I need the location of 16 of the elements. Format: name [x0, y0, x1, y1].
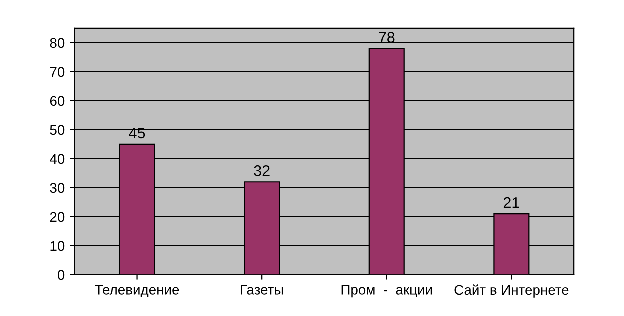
data-label: 21: [504, 197, 520, 208]
y-tick-label: 80: [50, 38, 65, 48]
y-tick-label: 40: [50, 154, 65, 164]
y-tick-label: 30: [50, 183, 65, 194]
y-tick-label: 50: [50, 125, 65, 136]
x-tick-label: Пром - акции: [342, 285, 432, 298]
data-label: 32: [254, 166, 270, 176]
data-label: 78: [379, 32, 395, 43]
y-tick-label: 10: [50, 241, 65, 252]
y-tick-label: 60: [50, 96, 65, 106]
y-tick-label: 20: [50, 212, 65, 222]
y-tick-label: 70: [50, 67, 65, 78]
x-tick-label: Телевидение: [95, 285, 180, 298]
y-tick-label: 0: [58, 270, 65, 280]
x-tick-label: Газеты: [241, 285, 284, 295]
x-tick-label: Сайт в Интернете: [454, 284, 569, 298]
